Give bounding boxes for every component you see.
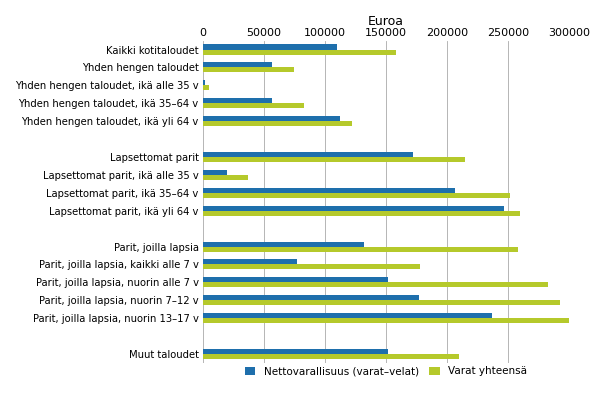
Bar [203, 242, 364, 247]
Bar [203, 260, 297, 265]
Bar [203, 45, 337, 50]
Bar [203, 265, 420, 270]
Bar [203, 300, 560, 305]
Bar [203, 247, 518, 252]
Bar [203, 193, 511, 198]
Bar [203, 349, 388, 354]
Bar [203, 67, 295, 72]
Bar [203, 282, 548, 287]
Bar [203, 188, 456, 193]
Bar [203, 152, 413, 157]
Bar [203, 121, 352, 126]
Bar [203, 206, 505, 211]
Bar [203, 80, 205, 85]
Bar [203, 116, 339, 121]
Bar [203, 277, 388, 282]
Legend: Nettovarallisuus (varat–velat), Varat yhteensä: Nettovarallisuus (varat–velat), Varat yh… [241, 362, 531, 380]
Bar [203, 211, 520, 216]
X-axis label: Euroa: Euroa [368, 15, 404, 28]
Bar [203, 175, 248, 180]
Bar [203, 50, 396, 54]
Bar [203, 295, 419, 300]
Bar [203, 170, 227, 175]
Bar [203, 62, 272, 67]
Bar [203, 157, 465, 162]
Bar [203, 103, 304, 108]
Bar [203, 85, 209, 90]
Bar [203, 318, 573, 323]
Bar [203, 313, 492, 318]
Bar [203, 98, 272, 103]
Bar [203, 354, 459, 359]
